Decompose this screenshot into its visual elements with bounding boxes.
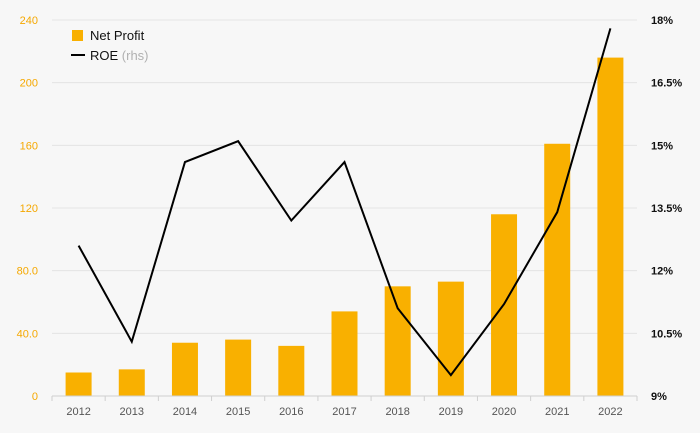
y-left-tick-label: 240 — [20, 15, 38, 27]
legend: Net Profit ROE (rhs) — [71, 28, 149, 63]
x-tick-label: 2021 — [545, 406, 569, 418]
roe-line-series — [77, 28, 612, 377]
x-tick-label: 2019 — [439, 406, 463, 418]
y-right-tick-label: 10.5% — [651, 328, 682, 340]
legend-label-roe-suffix: (rhs) — [122, 48, 149, 63]
x-tick-label: 2017 — [332, 406, 356, 418]
x-tick-label: 2016 — [279, 406, 303, 418]
bar-net-profit-2014 — [171, 342, 198, 396]
bar-net-profit-2012 — [65, 372, 92, 396]
bar-net-profit-2016 — [278, 345, 305, 396]
legend-label-net-profit: Net Profit — [90, 28, 145, 43]
bar-net-profit-2017 — [331, 311, 358, 396]
bar-net-profit-2013 — [118, 369, 145, 396]
y-left-tick-label: 40.0 — [17, 328, 38, 340]
bar-net-profit-2018 — [384, 286, 411, 396]
y-left-tick-label: 0 — [32, 391, 38, 403]
x-tick-label: 2012 — [66, 406, 90, 418]
y-right-tick-label: 18% — [651, 15, 673, 27]
y-right-tick-label: 15% — [651, 140, 673, 152]
x-tick-label: 2015 — [226, 406, 250, 418]
y-left-tick-label: 120 — [20, 203, 38, 215]
x-tick-label: 2020 — [492, 406, 516, 418]
x-tick-label: 2022 — [598, 406, 622, 418]
x-tick-label: 2013 — [120, 406, 144, 418]
bar-net-profit-2019 — [437, 281, 464, 396]
y-right-tick-label: 13.5% — [651, 203, 682, 215]
y-right-tick-label: 9% — [651, 391, 667, 403]
y-left-tick-label: 200 — [20, 78, 38, 90]
y-right-tick-label: 12% — [651, 266, 673, 278]
y-left-tick-label: 80.0 — [17, 266, 38, 278]
y-right-tick-label: 16.5% — [651, 78, 682, 90]
x-tick-label: 2014 — [173, 406, 197, 418]
net-profit-bars — [65, 57, 624, 396]
gridlines — [52, 19, 637, 334]
legend-label-roe: ROE (rhs) — [90, 48, 149, 63]
bar-net-profit-2015 — [225, 339, 252, 396]
bar-net-profit-2022 — [597, 57, 624, 396]
roe-line — [77, 28, 612, 377]
y-left-tick-label: 160 — [20, 140, 38, 152]
axes: 2012 2013 2014 2015 2016 2017 2018 2019 2020 2021… — [17, 15, 683, 418]
legend-swatch-net-profit — [72, 30, 83, 41]
x-tick-label: 2018 — [385, 406, 409, 418]
